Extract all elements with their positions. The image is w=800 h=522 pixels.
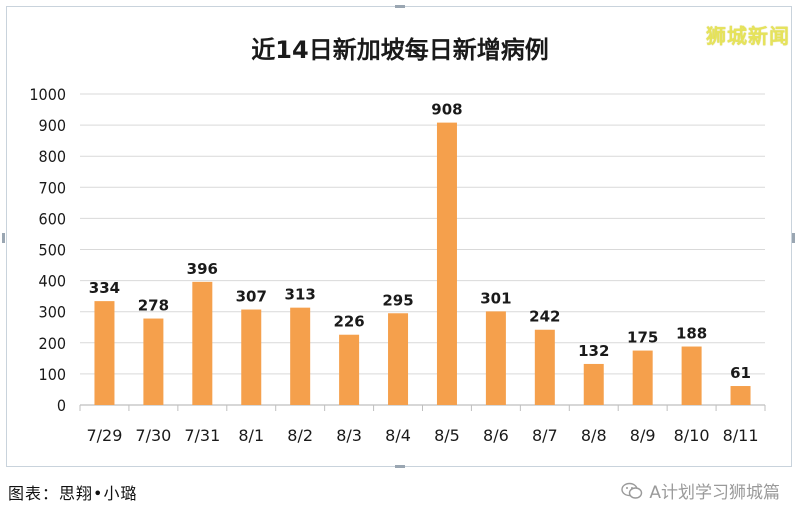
y-tick-label: 700	[39, 178, 66, 197]
y-tick-label: 200	[39, 334, 66, 353]
x-tick-label: 8/2	[287, 426, 313, 445]
y-tick-label: 800	[39, 147, 66, 166]
frame-handle-right[interactable]	[792, 233, 795, 243]
bar-chart: 近14日新加坡每日新增病例 0 100 200 300 400 500 600 700 800 90…	[29, 36, 766, 445]
x-tick-label: 8/7	[532, 426, 558, 445]
data-label: 188	[676, 325, 707, 343]
data-label: 226	[333, 313, 364, 331]
data-label: 278	[138, 297, 169, 315]
y-tick-label: 400	[39, 272, 66, 291]
data-label: 295	[382, 291, 413, 309]
bar	[534, 329, 555, 405]
y-tick-label: 500	[39, 241, 66, 260]
bar	[143, 318, 164, 405]
x-tick-label: 8/11	[723, 426, 759, 445]
bar	[583, 363, 604, 405]
frame-handle-bottom[interactable]	[395, 465, 405, 468]
x-tick-label: 8/6	[483, 426, 509, 445]
data-label: 61	[730, 364, 751, 382]
bar	[339, 334, 360, 405]
data-label: 307	[236, 288, 267, 306]
data-label: 132	[578, 342, 609, 360]
bar	[290, 307, 311, 405]
bar	[388, 313, 409, 405]
frame-handle-top[interactable]	[395, 5, 405, 8]
data-label: 175	[627, 329, 658, 347]
bar	[241, 309, 262, 405]
chart-title: 近14日新加坡每日新增病例	[251, 36, 548, 64]
y-tick-label: 600	[39, 209, 66, 228]
y-tick-label: 0	[57, 396, 66, 415]
x-tick-label: 8/4	[385, 426, 411, 445]
bar	[681, 346, 702, 405]
x-tick-label: 8/9	[630, 426, 656, 445]
x-tick-label: 7/30	[135, 426, 171, 445]
data-label: 908	[431, 101, 462, 119]
bar	[436, 122, 457, 405]
data-label: 334	[89, 279, 120, 297]
y-tick-label: 100	[39, 365, 66, 384]
bar	[485, 311, 506, 405]
bar	[94, 301, 115, 405]
data-label: 301	[480, 289, 511, 307]
y-tick-label: 1000	[29, 85, 66, 104]
x-tick-label: 8/8	[581, 426, 607, 445]
bar	[730, 386, 751, 405]
x-tick-label: 8/5	[434, 426, 460, 445]
y-tick-label: 300	[39, 303, 66, 322]
wechat-account-name: A计划学习狮城篇	[649, 483, 780, 503]
x-tick-label: 8/1	[238, 426, 264, 445]
frame-handle-left[interactable]	[2, 233, 5, 243]
watermark-logo: 狮城新闻	[706, 24, 790, 48]
data-label: 242	[529, 308, 560, 326]
x-tick-label: 8/10	[674, 426, 710, 445]
wechat-attribution: A计划学习狮城篇	[621, 478, 780, 503]
y-tick-label: 900	[39, 116, 66, 135]
figure-caption: 图表：思翔•小璐	[8, 484, 138, 503]
x-tick-label: 8/3	[336, 426, 362, 445]
x-tick-label: 7/29	[86, 426, 122, 445]
bar	[192, 281, 213, 405]
wechat-icon	[621, 482, 643, 499]
x-tick-label: 7/31	[184, 426, 220, 445]
data-label: 396	[187, 260, 218, 278]
data-label: 313	[285, 286, 316, 304]
bar	[632, 350, 653, 405]
